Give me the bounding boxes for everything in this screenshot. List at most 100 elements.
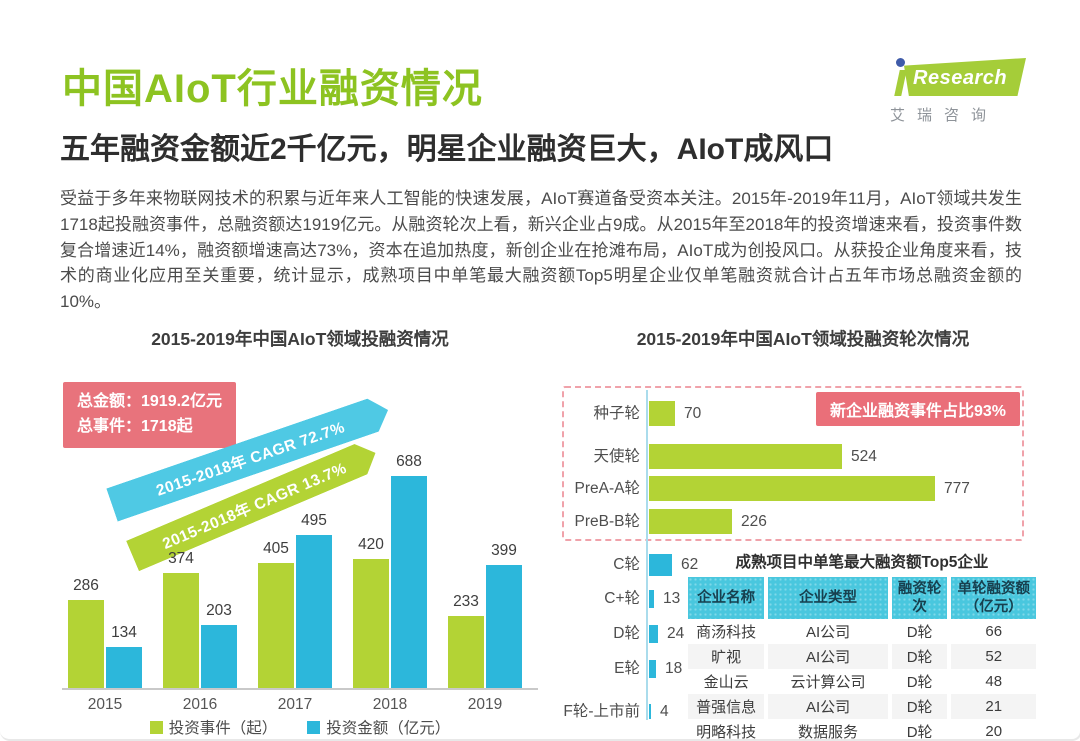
round-value-label: 13 xyxy=(663,590,681,607)
bar xyxy=(353,559,389,688)
table-header-cell: 融资轮次 xyxy=(891,577,948,620)
legend-swatch-icon xyxy=(307,720,321,734)
x-tick-label: 2019 xyxy=(467,696,503,713)
bar-group-2016: 374 203 xyxy=(163,550,237,688)
table-cell: 明略科技 xyxy=(696,724,757,741)
round-value-label: 70 xyxy=(684,404,702,422)
round-label: PreB-B轮 xyxy=(574,512,640,530)
round-bar xyxy=(649,590,654,608)
bar xyxy=(106,647,142,688)
bar-value-label: 374 xyxy=(168,550,194,567)
bar-group-2018: 420 688 xyxy=(353,453,427,688)
logo-chinese-name: 艾瑞咨询 xyxy=(890,107,999,124)
legend-item: 投资事件（起） xyxy=(149,716,278,738)
top5-table-body: 商汤科技 AI公司 D轮 66 旷视 AI公司 D轮 52 金山云 云计算公司 D轮 48 普强信息 AI… xyxy=(688,619,1036,741)
table-cell: 旷视 xyxy=(711,649,742,667)
right-chart-title: 2015-2019年中国AIoT领域投融资轮次情况 xyxy=(636,329,970,349)
bar-column: 134 xyxy=(106,624,142,688)
x-axis-labels: 2015 2016 2017 2018 2019 xyxy=(62,696,538,714)
new-company-rounds-outline xyxy=(562,386,1024,541)
bar xyxy=(391,476,427,688)
bar xyxy=(163,573,199,688)
page-subtitle: 五年融资金额近2千亿元，明星企业融资巨大，AIoT成风口 xyxy=(60,133,834,166)
legend-label: 投资事件（起） xyxy=(168,720,278,737)
bar xyxy=(258,563,294,688)
table-header-cell: 单轮融资额（亿元） xyxy=(951,577,1036,620)
new-company-share-badge: 新企业融资事件占比93% xyxy=(815,392,1020,426)
round-value-label: 524 xyxy=(851,447,877,465)
table-row: 旷视 AI公司 D轮 52 xyxy=(688,644,1036,670)
table-cell: 66 xyxy=(985,623,1003,641)
round-bar xyxy=(649,660,656,678)
table-header-cell: 企业类型 xyxy=(768,577,888,620)
bar-group-2015: 286 134 xyxy=(68,577,142,688)
x-tick-label: 2016 xyxy=(182,696,218,713)
y-axis-line xyxy=(646,390,648,720)
bar-column: 203 xyxy=(201,602,237,688)
top5-table-title: 成熟项目中单笔最大融资额Top5企业 xyxy=(735,554,989,571)
logo-i-dot-icon xyxy=(896,58,905,67)
bar xyxy=(486,565,522,688)
table-cell: 21 xyxy=(985,698,1003,716)
round-value-label: 24 xyxy=(667,625,685,642)
legend-swatch-icon xyxy=(149,720,163,734)
table-row: 明略科技 数据服务 D轮 20 xyxy=(688,719,1036,741)
bar-value-label: 405 xyxy=(263,540,289,557)
bar-group-2017: 405 495 xyxy=(258,512,332,688)
round-value-label: 226 xyxy=(741,512,767,530)
bar-column: 374 xyxy=(163,550,199,688)
bar-value-label: 420 xyxy=(358,536,384,553)
round-bar xyxy=(649,704,651,719)
bar-column: 688 xyxy=(391,453,427,688)
bar-value-label: 688 xyxy=(396,453,422,470)
table-cell: D轮 xyxy=(906,724,933,741)
table-cell: 云计算公司 xyxy=(790,674,866,692)
x-tick-label: 2018 xyxy=(372,696,408,713)
top5-table: 企业名称 企业类型 融资轮次 单轮融资额（亿元） 商汤科技 AI公司 D轮 66 旷视 AI公司… xyxy=(684,577,1040,741)
logo-i-stem-icon xyxy=(894,70,907,96)
round-value-label: 777 xyxy=(944,479,970,497)
horizontal-bar-plot-area: 新企业融资事件占比93% 成熟项目中单笔最大融资额Top5企业 企业名称 企业类型… xyxy=(558,384,1048,739)
bar-column: 399 xyxy=(486,542,522,688)
bar-column: 233 xyxy=(448,593,484,688)
round-label: 天使轮 xyxy=(593,447,640,465)
logo-brand-text: Research xyxy=(913,67,1008,89)
investment-trend-chart: 2015-2019年中国AIoT领域投融资情况 总金额：1919.2亿元 总事件… xyxy=(60,322,540,739)
round-bar xyxy=(649,476,935,501)
legend-label: 投资金额（亿元） xyxy=(326,720,451,737)
round-bar xyxy=(649,554,672,576)
table-cell: 20 xyxy=(985,723,1003,741)
bar-value-label: 134 xyxy=(111,624,137,641)
total-summary-badge: 总金额：1919.2亿元 总事件：1718起 xyxy=(63,382,236,448)
bar-column: 286 xyxy=(68,577,104,688)
round-label: D轮 xyxy=(613,625,640,642)
total-events-text: 总事件：1718起 xyxy=(77,417,193,435)
table-cell: 金山云 xyxy=(703,674,749,692)
round-value-label: 62 xyxy=(681,556,699,573)
bar-value-label: 495 xyxy=(301,512,327,529)
round-label: 种子轮 xyxy=(593,404,640,422)
table-header-cell: 企业名称 xyxy=(688,577,765,620)
page-title: 中国AIoT行业融资情况 xyxy=(62,67,483,111)
round-value-label: 4 xyxy=(660,702,669,720)
round-bar xyxy=(649,625,658,643)
round-label: F轮-上市前 xyxy=(563,702,640,720)
bar xyxy=(448,616,484,688)
bar-column: 495 xyxy=(296,512,332,688)
top5-table-header: 企业名称 企业类型 融资轮次 单轮融资额（亿元） xyxy=(688,577,1036,620)
left-chart-title: 2015-2019年中国AIoT领域投融资情况 xyxy=(151,329,449,349)
bar xyxy=(201,625,237,688)
table-cell: 商汤科技 xyxy=(696,624,757,642)
round-label: C轮 xyxy=(613,556,640,573)
bar xyxy=(296,535,332,688)
round-label: PreA-A轮 xyxy=(574,479,640,497)
round-value-label: 18 xyxy=(665,660,683,677)
bar-value-label: 233 xyxy=(453,593,479,610)
table-cell: 48 xyxy=(985,673,1003,691)
logo-banner: Research xyxy=(904,58,1026,96)
round-bar xyxy=(649,444,842,469)
table-cell: D轮 xyxy=(906,674,933,692)
legend-item: 投资金额（亿元） xyxy=(307,716,450,738)
table-cell: 数据服务 xyxy=(798,724,859,741)
